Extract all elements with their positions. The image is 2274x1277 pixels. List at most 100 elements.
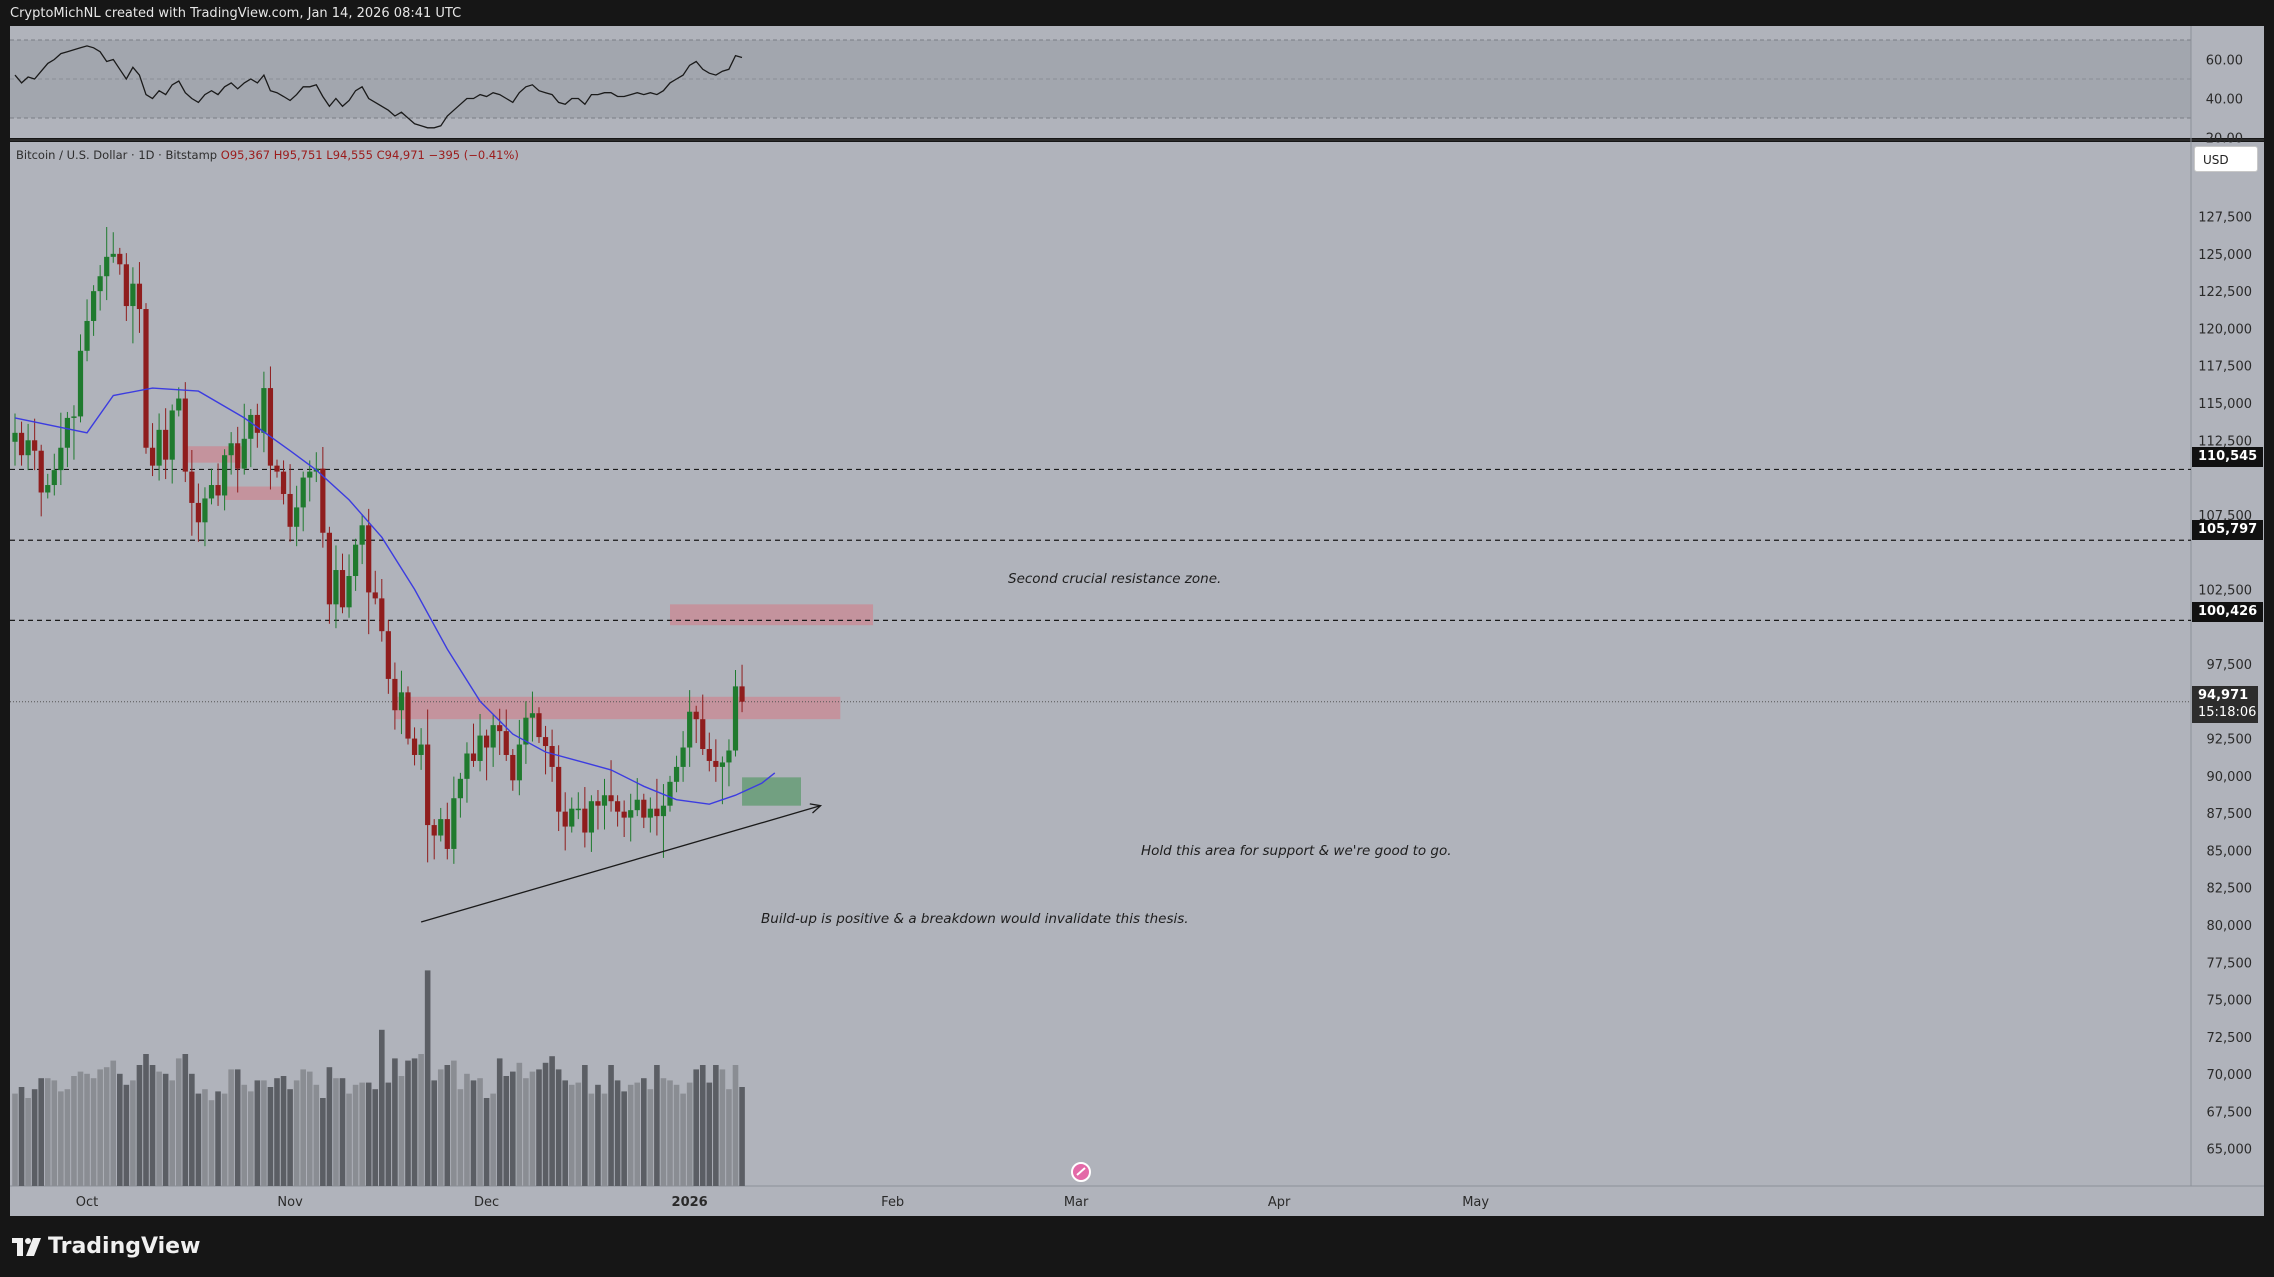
- candle-body: [97, 276, 103, 292]
- candle-body: [595, 801, 601, 806]
- trendline: [420, 805, 821, 923]
- volume-bar: [444, 1065, 451, 1186]
- price-tick-label: 85,000: [2207, 844, 2253, 859]
- volume-bar: [71, 1076, 77, 1186]
- candle-body: [497, 725, 503, 732]
- emoji-marker-icon[interactable]: [1071, 1162, 1091, 1182]
- volume-bar: [418, 1054, 424, 1186]
- volume-bar: [483, 1098, 490, 1186]
- candle-body: [77, 350, 84, 417]
- candle-body: [215, 485, 221, 496]
- volume-bar: [84, 1073, 90, 1186]
- main-pane[interactable]: [10, 142, 2191, 1186]
- volume-bar: [706, 1082, 713, 1186]
- volume-bar: [44, 1078, 51, 1186]
- countdown-tag: 15:18:06: [2192, 703, 2258, 723]
- volume-bar: [202, 1089, 208, 1186]
- currency-selector[interactable]: USD: [2194, 146, 2258, 172]
- volume-bar: [248, 1091, 254, 1186]
- volume-bar: [660, 1078, 667, 1186]
- candle-body: [208, 485, 215, 499]
- time-tick-label: Feb: [881, 1195, 904, 1210]
- candle-body: [123, 264, 129, 307]
- volume-bar: [654, 1065, 660, 1186]
- price-tick-label: 127,500: [2198, 211, 2252, 226]
- volume-bar: [25, 1098, 31, 1186]
- price-tag-110545: 110,545: [2192, 447, 2264, 467]
- price-tick-label: 112,500: [2198, 434, 2252, 449]
- volume-bar: [77, 1071, 84, 1186]
- horizontal-lines-layer: [10, 468, 2191, 703]
- time-tick-label: Dec: [474, 1195, 499, 1210]
- zone-3: [670, 604, 874, 626]
- candle-body: [71, 416, 77, 418]
- rsi-band: [10, 40, 2191, 118]
- volume-bar: [477, 1078, 483, 1186]
- volume-bar: [732, 1065, 739, 1186]
- price-tick-label: 67,500: [2207, 1105, 2253, 1120]
- price-axis-labels: 65,000 67,500 70,000 72,500 75,000 77,500 80,0…: [2198, 211, 2252, 1158]
- price-tick-label: 122,500: [2198, 285, 2252, 300]
- candle-body: [274, 465, 280, 472]
- candle-body: [516, 744, 522, 781]
- volume-bar: [680, 1093, 686, 1186]
- candle-body: [104, 256, 110, 277]
- candle-body: [333, 570, 339, 605]
- candle-body: [641, 799, 647, 818]
- candle-body: [12, 432, 18, 442]
- candle-body: [562, 811, 568, 827]
- chart[interactable]: 65,000 67,500 70,000 72,500 75,000 77,500 80,0…: [0, 0, 2274, 1218]
- volume-bar: [130, 1080, 136, 1186]
- volume-bar: [372, 1089, 379, 1186]
- volume-bar: [195, 1093, 202, 1186]
- volume-bar: [123, 1084, 130, 1186]
- volume-bar: [38, 1078, 44, 1186]
- tradingview-logo[interactable]: TradingView: [12, 1234, 200, 1259]
- volume-bar: [280, 1076, 287, 1186]
- rsi-tick-label: 60.00: [2206, 54, 2243, 69]
- time-axis[interactable]: [10, 1186, 2264, 1216]
- candle-body: [366, 525, 372, 593]
- volume-bar: [555, 1069, 562, 1186]
- price-tick-label: 90,000: [2207, 770, 2253, 785]
- candle-body: [529, 713, 536, 718]
- volume-bar: [490, 1093, 496, 1186]
- volume-bar: [608, 1065, 614, 1186]
- volume-bar: [287, 1089, 293, 1186]
- volume-bar: [379, 1029, 385, 1186]
- rsi-axis[interactable]: [2191, 26, 2264, 138]
- volume-bar: [18, 1087, 25, 1186]
- candle-body: [149, 447, 156, 466]
- bottom-bar: [0, 1218, 2274, 1277]
- volume-bar: [536, 1069, 542, 1186]
- candle-body: [280, 471, 287, 494]
- candle-body: [660, 805, 667, 817]
- candle-body: [713, 760, 719, 767]
- volume-bar: [97, 1069, 103, 1186]
- volume-bar: [293, 1080, 300, 1186]
- volume-bar: [143, 1054, 149, 1186]
- candle-body: [84, 320, 90, 351]
- price-axis[interactable]: [2191, 142, 2264, 1186]
- candle-body: [235, 443, 241, 469]
- volume-bar: [641, 1078, 647, 1186]
- symbol-legend[interactable]: Bitcoin / U.S. Dollar · 1D · Bitstamp O9…: [16, 148, 519, 162]
- price-tag-105797: 105,797: [2192, 520, 2264, 540]
- candle-body: [556, 766, 562, 812]
- volume-bar: [228, 1069, 234, 1186]
- volume-bar: [529, 1071, 536, 1186]
- moving-average-line: [14, 387, 776, 805]
- candle-body: [438, 819, 444, 836]
- volume-bar: [562, 1080, 568, 1186]
- volume-bar: [385, 1082, 392, 1186]
- price-tick-label: 80,000: [2207, 919, 2253, 934]
- top-bar: CryptoMichNL created with TradingView.co…: [0, 0, 2274, 26]
- price-tick-label: 117,500: [2198, 360, 2252, 375]
- volume-bar: [110, 1060, 117, 1186]
- volume-bar: [647, 1089, 654, 1186]
- candle-body: [470, 753, 477, 761]
- volume-bar: [306, 1071, 313, 1186]
- candle-body: [621, 811, 627, 818]
- volume-bar: [568, 1084, 575, 1186]
- candle-body: [248, 414, 254, 439]
